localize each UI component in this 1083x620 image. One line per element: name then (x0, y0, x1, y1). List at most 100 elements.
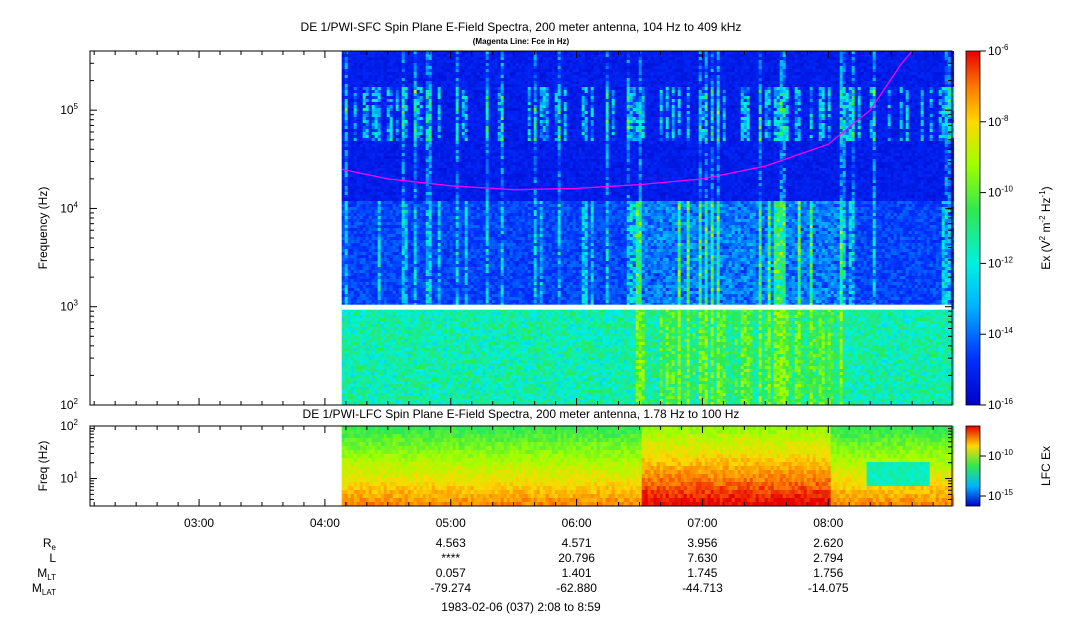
sfc-heat-cell (342, 117, 345, 120)
sfc-heat-cell (384, 141, 387, 144)
sfc-heat-cell (465, 150, 468, 153)
sfc-heat-cell (456, 384, 459, 387)
sfc-heat-cell (465, 168, 468, 171)
sfc-heat-cell (360, 267, 363, 270)
sfc-heat-cell (420, 72, 423, 75)
sfc-heat-cell (405, 99, 408, 102)
sfc-heat-cell (438, 66, 441, 69)
sfc-heat-cell (441, 213, 444, 216)
sfc-heat-cell (378, 375, 381, 378)
sfc-heat-cell (426, 207, 429, 210)
sfc-heat-cell (378, 96, 381, 99)
sfc-heat-cell (360, 204, 363, 207)
sfc-heat-cell (405, 96, 408, 99)
sfc-heat-cell (465, 114, 468, 117)
sfc-heat-cell (348, 165, 351, 168)
sfc-heat-cell (411, 156, 414, 159)
sfc-heat-cell (459, 354, 462, 357)
sfc-heat-cell (387, 153, 390, 156)
sfc-heat-cell (408, 162, 411, 165)
sfc-heat-cell (444, 213, 447, 216)
sfc-heat-cell (357, 345, 360, 348)
sfc-heat-cell (429, 279, 432, 282)
sfc-heat-cell (468, 138, 471, 141)
sfc-heat-cell (423, 219, 426, 222)
sfc-heat-cell (402, 276, 405, 279)
sfc-heat-cell (360, 300, 363, 303)
sfc-heat-cell (402, 168, 405, 171)
sfc-heat-cell (432, 252, 435, 255)
sfc-heat-cell (402, 294, 405, 297)
sfc-heat-cell (408, 201, 411, 204)
sfc-heat-cell (429, 177, 432, 180)
sfc-heat-cell (450, 51, 453, 54)
sfc-heat-cell (441, 237, 444, 240)
sfc-heat-cell (420, 267, 423, 270)
sfc-heat-cell (384, 321, 387, 324)
sfc-heat-cell (354, 300, 357, 303)
sfc-heat-cell (429, 363, 432, 366)
sfc-heat-cell (345, 135, 348, 138)
sfc-heat-cell (444, 51, 447, 54)
sfc-heat-cell (417, 150, 420, 153)
sfc-heat-cell (378, 69, 381, 72)
sfc-heat-cell (459, 363, 462, 366)
sfc-heat-cell (411, 363, 414, 366)
sfc-heat-cell (360, 393, 363, 396)
sfc-heat-cell (375, 126, 378, 129)
sfc-heat-cell (366, 252, 369, 255)
sfc-heat-cell (390, 234, 393, 237)
sfc-heat-cell (417, 129, 420, 132)
sfc-heat-cell (402, 198, 405, 201)
sfc-heat-cell (399, 330, 402, 333)
sfc-heat-cell (393, 390, 396, 393)
sfc-heat-cell (408, 90, 411, 93)
sfc-heat-cell (432, 162, 435, 165)
sfc-heat-cell (456, 156, 459, 159)
sfc-heat-cell (465, 252, 468, 255)
sfc-heat-cell (402, 234, 405, 237)
sfc-heat-cell (381, 192, 384, 195)
sfc-heat-cell (396, 51, 399, 54)
sfc-heat-cell (357, 168, 360, 171)
sfc-heat-cell (423, 387, 426, 390)
sfc-heat-cell (447, 114, 450, 117)
sfc-heat-cell (393, 243, 396, 246)
sfc-heat-cell (351, 282, 354, 285)
sfc-heat-cell (429, 216, 432, 219)
sfc-heat-cell (453, 387, 456, 390)
sfc-heat-cell (462, 102, 465, 105)
sfc-heat-cell (420, 249, 423, 252)
sfc-heat-cell (363, 246, 366, 249)
sfc-heat-cell (354, 84, 357, 87)
sfc-heat-cell (456, 252, 459, 255)
sfc-heat-cell (393, 393, 396, 396)
sfc-heat-cell (366, 216, 369, 219)
sfc-heat-cell (342, 204, 345, 207)
sfc-heat-cell (381, 372, 384, 375)
sfc-heat-cell (402, 348, 405, 351)
sfc-heat-cell (360, 162, 363, 165)
sfc-heat-cell (435, 156, 438, 159)
sfc-heat-cell (432, 78, 435, 81)
sfc-heat-cell (345, 207, 348, 210)
sfc-heat-cell (426, 96, 429, 99)
sfc-heat-cell (459, 138, 462, 141)
sfc-heat-cell (372, 114, 375, 117)
sfc-heat-cell (408, 63, 411, 66)
sfc-heat-cell (360, 276, 363, 279)
sfc-heat-cell (432, 330, 435, 333)
sfc-heat-cell (450, 282, 453, 285)
sfc-heat-cell (363, 351, 366, 354)
sfc-heat-cell (396, 66, 399, 69)
sfc-heat-cell (369, 189, 372, 192)
sfc-heat-cell (423, 321, 426, 324)
sfc-heat-cell (429, 51, 432, 54)
sfc-heat-cell (438, 363, 441, 366)
sfc-heat-cell (405, 234, 408, 237)
sfc-heat-cell (411, 366, 414, 369)
sfc-heat-cell (453, 57, 456, 60)
sfc-heat-cell (468, 150, 471, 153)
sfc-heat-cell (348, 198, 351, 201)
sfc-heat-cell (402, 111, 405, 114)
